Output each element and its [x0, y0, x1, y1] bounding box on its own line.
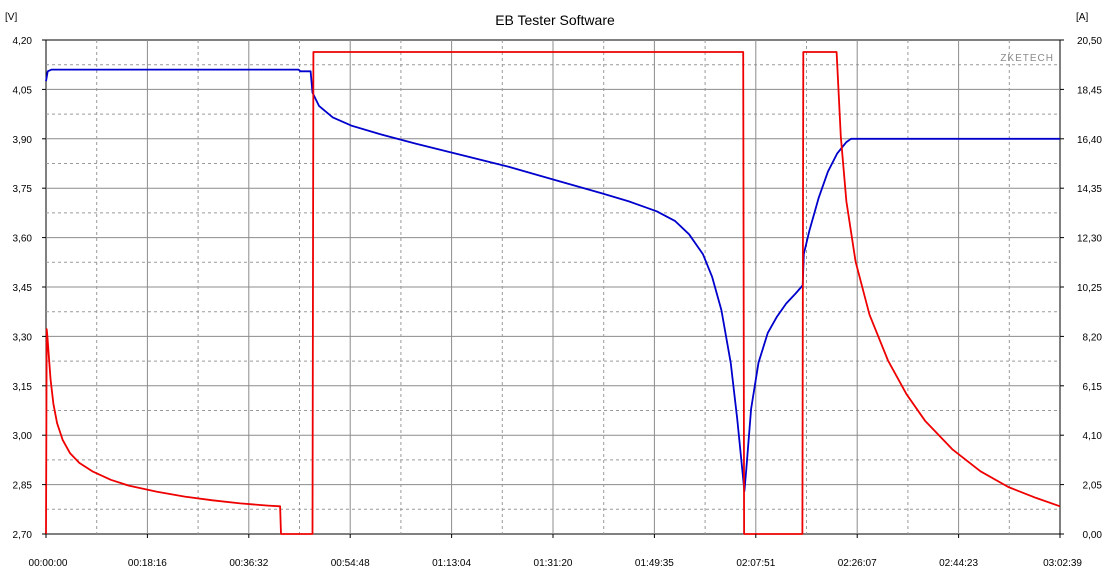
left-tick-label: 4,05: [13, 85, 33, 96]
series-layer: [45, 51, 1061, 535]
right-tick-label: 0,00: [1083, 530, 1103, 541]
x-tick-label: 00:00:00: [29, 558, 68, 569]
x-tick-label: 02:07:51: [736, 558, 775, 569]
left-tick-label: 3,90: [13, 135, 33, 146]
brand-watermark: ZKETECH: [1000, 53, 1054, 64]
current-series-line: [45, 51, 1061, 535]
left-tick-label: 3,30: [13, 332, 33, 343]
x-tick-label: 03:02:39: [1043, 558, 1082, 569]
x-tick-label: 01:13:04: [432, 558, 471, 569]
right-tick-label: 18,45: [1077, 85, 1102, 96]
right-tick-label: 4,10: [1083, 431, 1103, 442]
tick-layer: 4,20 4,05 3,90 3,75 3,60 3,45 3,30 3,15 3,00 2,85…: [13, 36, 1103, 569]
x-tick-label: 01:49:35: [635, 558, 674, 569]
right-tick-label: 16,40: [1077, 135, 1102, 146]
left-tick-label: 3,15: [13, 382, 33, 393]
right-tick-label: 10,25: [1077, 283, 1102, 294]
x-tick-label: 01:31:20: [534, 558, 573, 569]
left-tick-label: 3,60: [13, 234, 33, 245]
left-tick-label: 2,85: [13, 481, 33, 492]
left-tick-label: 2,70: [13, 530, 33, 541]
grid-lines: [46, 40, 1060, 534]
right-tick-label: 12,30: [1077, 234, 1102, 245]
left-tick-label: 3,00: [13, 431, 33, 442]
left-axis-unit: [V]: [5, 12, 17, 23]
right-axis-unit: [A]: [1076, 12, 1088, 23]
x-tick-label: 02:44:23: [939, 558, 978, 569]
chart-title: EB Tester Software: [495, 12, 615, 28]
right-tick-label: 14,35: [1077, 184, 1102, 195]
x-tick-label: 00:18:16: [128, 558, 167, 569]
x-tick-label: 00:36:32: [229, 558, 268, 569]
voltage-series-line: [45, 68, 1060, 493]
x-tick-label: 00:54:48: [331, 558, 370, 569]
x-tick-label: 02:26:07: [838, 558, 877, 569]
left-tick-label: 3,75: [13, 184, 33, 195]
right-tick-label: 8,20: [1083, 332, 1103, 343]
left-tick-label: 4,20: [13, 36, 33, 47]
right-tick-label: 20,50: [1077, 36, 1102, 47]
right-tick-label: 6,15: [1083, 382, 1103, 393]
right-tick-label: 2,05: [1083, 481, 1103, 492]
left-tick-label: 3,45: [13, 283, 33, 294]
